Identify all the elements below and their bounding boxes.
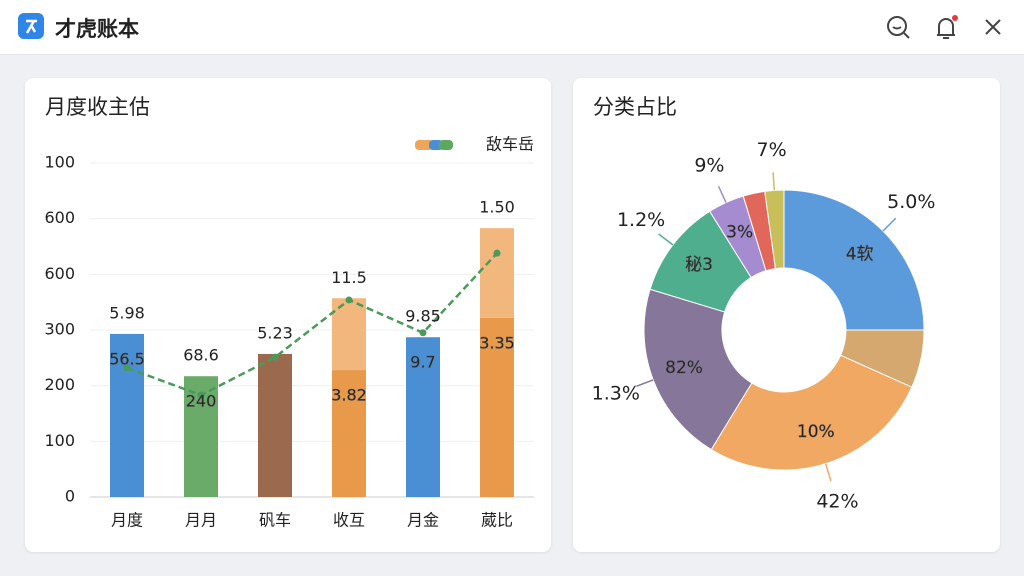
slice-outer-label: 1.3% — [592, 383, 640, 405]
header-icons — [887, 15, 1001, 39]
chart-title: 分类占比 — [593, 95, 677, 119]
leader-line — [636, 379, 654, 388]
bar-inner-label: 56.5 — [109, 349, 145, 368]
slice-inner-label: 10% — [797, 422, 835, 442]
trend-point — [197, 391, 205, 399]
leader-line — [658, 233, 674, 246]
app-logo — [18, 13, 44, 39]
bar — [480, 228, 514, 318]
legend-label: 敌车岳 — [486, 135, 534, 154]
x-tick-label: 月月 — [185, 511, 217, 530]
bar-inner-label: 3.82 — [331, 386, 367, 405]
slice-outer-label: 5.0% — [887, 191, 935, 213]
bar-top-label: 11.5 — [331, 268, 367, 287]
bar-top-label: 1.50 — [479, 198, 515, 217]
bar-inner-label: 240 — [186, 392, 217, 411]
y-tick-label: 200 — [44, 375, 75, 394]
y-tick-label: 300 — [44, 320, 75, 339]
trend-point — [123, 364, 131, 372]
bar — [406, 337, 440, 497]
slice-inner-label: 82% — [665, 358, 703, 378]
bar-top-label: 68.6 — [183, 346, 219, 365]
donut-slice — [643, 288, 753, 451]
bar — [110, 333, 144, 497]
bar — [480, 317, 514, 497]
bar-top-label: 9.85 — [405, 307, 441, 326]
slice-inner-label: 4软 — [846, 244, 874, 264]
legend-swatch — [439, 140, 453, 150]
slice-outer-label: 1.2% — [617, 209, 665, 231]
leader-line — [824, 463, 832, 482]
bar-card: 月度收主估 0 100 200 300 600 600 100 月度 5.98 56.5 月月 68.… — [25, 78, 551, 552]
bar — [332, 298, 366, 371]
y-tick-label: 100 — [44, 431, 75, 450]
y-tick-label: 0 — [65, 487, 75, 506]
bar-inner-label: 3.35 — [479, 333, 515, 352]
slice-outer-label: 7% — [756, 139, 786, 161]
x-tick-label: 葳比 — [481, 511, 513, 530]
bar — [258, 353, 292, 497]
leader-line — [882, 217, 897, 232]
bar-inner-label: 9.7 — [410, 353, 435, 372]
trend-point — [345, 296, 353, 304]
trend-point — [271, 353, 279, 361]
x-tick-label: 收互 — [333, 511, 365, 530]
logo-icon — [25, 19, 37, 34]
donut-slice — [710, 354, 913, 471]
x-tick-label: 矾车 — [259, 511, 291, 530]
search-button[interactable] — [887, 16, 910, 39]
chart-title: 月度收主估 — [45, 95, 150, 119]
x-tick-label: 月度 — [111, 511, 143, 530]
y-tick-label: 600 — [44, 208, 75, 227]
header: 才虎账本 — [0, 0, 1024, 55]
legend-swatch — [415, 140, 433, 150]
slice-inner-label: 3% — [726, 223, 753, 243]
bar-top-label: 5.23 — [257, 323, 293, 342]
slice-inner-label: 秘3 — [685, 255, 713, 275]
donut-slice — [764, 189, 785, 270]
bar-chart: 月度收主估 0 100 200 300 600 600 100 月度 5.98 56.5 月月 68.… — [44, 95, 534, 530]
slice-outer-label: 42% — [816, 490, 858, 512]
leader-line — [717, 185, 727, 203]
notification-button[interactable] — [937, 15, 958, 39]
donut-chart: 分类占比 5.0% 4软 42% 10% 1.3% 82% 1.2% 秘3 9% 3% 7% — [592, 95, 936, 512]
leader-line — [772, 172, 776, 191]
trend-point — [493, 249, 501, 257]
trend-point — [419, 329, 427, 337]
bar-top-label: 5.98 — [109, 303, 145, 322]
y-tick-label: 100 — [44, 153, 75, 172]
trend-line — [126, 252, 498, 397]
slice-outer-label: 9% — [694, 155, 724, 177]
y-tick-label: 600 — [44, 264, 75, 283]
close-button[interactable] — [985, 19, 1001, 35]
donut-slice — [783, 189, 925, 331]
pie-card: 分类占比 5.0% 4软 42% 10% 1.3% 82% 1.2% 秘3 9% 3% 7% — [573, 78, 1000, 552]
app-title: 才虎账本 — [55, 17, 139, 41]
bar — [332, 370, 366, 497]
x-tick-label: 月金 — [407, 511, 439, 530]
